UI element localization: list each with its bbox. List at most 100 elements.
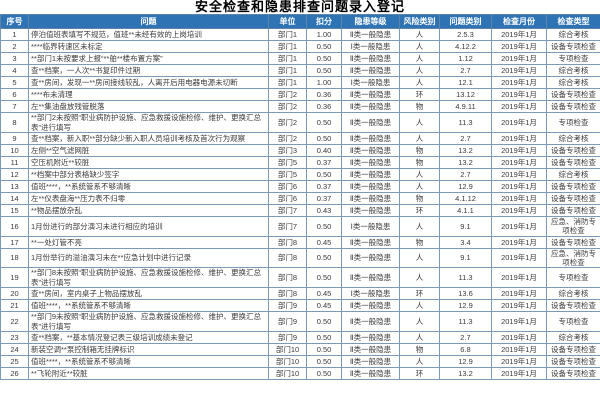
cell-no: 8 xyxy=(0,112,29,133)
cell-problem: **物品摆放杂乱 xyxy=(28,203,269,217)
cell-type: 设备专项检查 xyxy=(546,235,600,249)
cell-level: Ⅱ类一般隐患 xyxy=(341,342,400,356)
cell-category: 9.1 xyxy=(439,215,492,237)
cell-level: Ⅰ类一般隐患 xyxy=(341,76,400,90)
cell-problem: 值班****，**系统管系不够清晰 xyxy=(28,179,269,193)
table-row: 11 空压机附近**较脏 部门5 0.37 Ⅱ类一般隐患物 13.2 2019年1月 设备专项… xyxy=(0,155,600,169)
column-header-no: 序号 xyxy=(0,13,29,30)
cell-problem: 停泊值班表填写不规范，值班**未经有效的上岗培训 xyxy=(28,28,269,42)
cell-no: 14 xyxy=(0,191,29,205)
cell-month: 2019年1月 xyxy=(491,155,547,169)
cell-month: 2019年1月 xyxy=(491,143,547,157)
cell-deduction: 0.37 xyxy=(306,191,342,205)
cell-level: Ⅱ类一般隐患 xyxy=(341,191,400,205)
cell-type: 设备专项检查 xyxy=(546,191,600,205)
cell-problem: 值班****，**系统管系不够清晰 xyxy=(28,299,269,313)
cell-level: Ⅰ类一般隐患 xyxy=(341,40,400,54)
cell-category: 4.12.2 xyxy=(439,40,492,54)
cell-unit: 部门8 xyxy=(268,247,307,269)
cell-month: 2019年1月 xyxy=(491,52,547,66)
table-row: 19 **部门8未按照“职业病防护设施、应急救援设施检修、维护、更换汇总表”进行填… xyxy=(0,267,600,289)
cell-problem: **一处灯管不亮 xyxy=(28,235,269,249)
cell-month: 2019年1月 xyxy=(491,215,547,237)
cell-month: 2019年1月 xyxy=(491,311,547,332)
cell-no: 5 xyxy=(0,76,29,90)
cell-deduction: 0.36 xyxy=(306,100,342,114)
cell-level: Ⅱ类一般隐患 xyxy=(341,155,400,169)
column-header-unit: 单位 xyxy=(268,13,307,30)
cell-no: 19 xyxy=(0,267,29,289)
table-row: 7 左**集油盘放残管脱落 部门2 0.36 Ⅱ类一般隐患物 4.9.11 2019年1月设… xyxy=(0,100,600,114)
table-row: 8 **部门2未按照“职业病防护设施、应急救援设施检修、维护、更换汇总表”进行填写… xyxy=(0,112,600,133)
cell-level: Ⅱ类一般隐患 xyxy=(341,330,400,344)
cell-type: 设备专项检查 xyxy=(546,179,600,193)
cell-unit: 部门1 xyxy=(268,64,307,78)
cell-level: Ⅱ类一般隐患 xyxy=(341,203,400,217)
cell-deduction: 0.50 xyxy=(306,112,342,133)
cell-risk: 人 xyxy=(399,64,440,78)
cell-category: 13.6 xyxy=(439,287,492,301)
cell-no: 25 xyxy=(0,354,29,368)
cell-no: 2 xyxy=(0,40,29,54)
cell-unit: 部门8 xyxy=(268,287,307,301)
cell-risk: 人 xyxy=(399,267,440,289)
cell-unit: 部门6 xyxy=(268,179,307,193)
cell-type: 综合考核 xyxy=(546,76,600,90)
cell-problem: 1月份举行的溢油演习未在**应急计划中进行记录 xyxy=(28,247,269,269)
table-row: 16 1月份进行的部分演习未进行相应的培训 部门7 0.50 Ⅰ类一般隐患人 9.1 201… xyxy=(0,215,600,237)
cell-risk: 人 xyxy=(399,330,440,344)
cell-category: 6.8 xyxy=(439,342,492,356)
cell-type: 设备专项检查 xyxy=(546,143,600,157)
cell-type: 应急、消防专项检查 xyxy=(546,247,600,269)
cell-no: 9 xyxy=(0,131,29,145)
cell-problem: 查**档案，**基本情况登记表三级培训成绩未登记 xyxy=(28,330,269,344)
cell-no: 17 xyxy=(0,235,29,249)
cell-unit: 部门6 xyxy=(268,191,307,205)
cell-unit: 部门8 xyxy=(268,267,307,289)
cell-type: 综合考核 xyxy=(546,131,600,145)
cell-deduction: 1.00 xyxy=(306,76,342,90)
cell-month: 2019年1月 xyxy=(491,131,547,145)
cell-risk: 环 xyxy=(399,203,440,217)
cell-deduction: 0.50 xyxy=(306,342,342,356)
cell-deduction: 0.50 xyxy=(306,52,342,66)
cell-deduction: 0.50 xyxy=(306,267,342,289)
table-row: 9 查**档案，新入职**部分缺少新入职人员培训考核及首次行为观察 部门2 0.50 Ⅱ… xyxy=(0,131,600,145)
cell-no: 16 xyxy=(0,215,29,237)
cell-no: 10 xyxy=(0,143,29,157)
cell-no: 24 xyxy=(0,342,29,356)
table-row: 14 左**仪表盘海**压力表不归零 部门6 0.37 Ⅱ类一般隐患物 4.1.12 201… xyxy=(0,191,600,205)
cell-month: 2019年1月 xyxy=(491,299,547,313)
cell-no: 13 xyxy=(0,179,29,193)
cell-category: 13.2 xyxy=(439,155,492,169)
cell-deduction: 0.45 xyxy=(306,287,342,301)
cell-category: 12.9 xyxy=(439,354,492,368)
cell-risk: 人 xyxy=(399,354,440,368)
cell-level: Ⅱ类一般隐患 xyxy=(341,100,400,114)
cell-deduction: 0.50 xyxy=(306,40,342,54)
table-row: 17 **一处灯管不亮 部门8 0.45 Ⅱ类一般隐患物 3.4 2019年1月 设备专项检查 xyxy=(0,235,600,249)
cell-month: 2019年1月 xyxy=(491,167,547,181)
cell-deduction: 0.50 xyxy=(306,330,342,344)
cell-problem: **部门1未按要求上报“**舶**楼布置方案” xyxy=(28,52,269,66)
table-row: 25 值班****，**系统管系不够清晰 部门10 0.50 Ⅱ类一般隐患人 12.9 20… xyxy=(0,354,600,368)
cell-level: Ⅱ类一般隐患 xyxy=(341,112,400,133)
cell-category: 4.1.1 xyxy=(439,203,492,217)
table-row: 26 **飞轮附近**较脏 部门10 0.50 Ⅱ类一般隐患环 13.2 2019年1月 设备… xyxy=(0,366,600,380)
table-row: 22 **部门9未按照“职业病防护设施、应急救援设施检修、维护、更换汇总表”进行填… xyxy=(0,311,600,332)
cell-deduction: 0.50 xyxy=(306,366,342,380)
cell-type: 综合考核 xyxy=(546,28,600,42)
cell-problem: ****临界转速区未标定 xyxy=(28,40,269,54)
cell-type: 设备专项检查 xyxy=(546,354,600,368)
cell-no: 3 xyxy=(0,52,29,66)
cell-month: 2019年1月 xyxy=(491,64,547,78)
cell-problem: 1月份进行的部分演习未进行相应的培训 xyxy=(28,215,269,237)
cell-type: 设备专项检查 xyxy=(546,40,600,54)
cell-category: 2.7 xyxy=(439,64,492,78)
cell-month: 2019年1月 xyxy=(491,179,547,193)
cell-unit: 部门7 xyxy=(268,203,307,217)
cell-problem: **部门8未按照“职业病防护设施、应急救援设施检修、维护、更换汇总表”进行填写 xyxy=(28,267,269,289)
cell-type: 专项检查 xyxy=(546,112,600,133)
cell-month: 2019年1月 xyxy=(491,247,547,269)
table-row: 12 **档案中部分表格缺少签字 部门5 0.50 Ⅱ类一般隐患人 2.7 2019年1月综… xyxy=(0,167,600,181)
